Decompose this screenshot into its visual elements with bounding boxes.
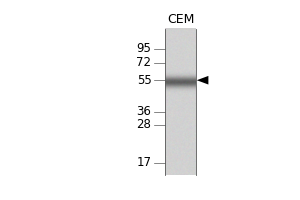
Text: CEM: CEM xyxy=(167,13,194,26)
Text: 17: 17 xyxy=(136,156,152,169)
Text: 95: 95 xyxy=(136,42,152,55)
Text: 28: 28 xyxy=(136,118,152,131)
Text: 55: 55 xyxy=(137,74,152,87)
Text: 36: 36 xyxy=(136,105,152,118)
Polygon shape xyxy=(197,76,208,85)
Text: 72: 72 xyxy=(136,56,152,69)
